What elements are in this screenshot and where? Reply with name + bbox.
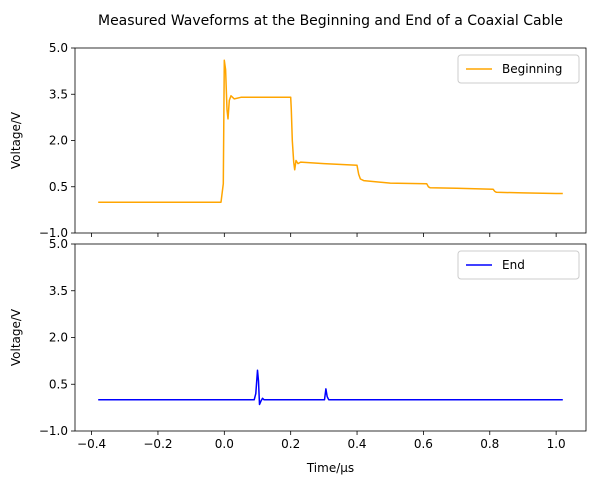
legend-box [457,250,580,280]
x-tick-label: −0.4 [77,437,106,451]
y-tick-label: 0.5 [49,180,68,194]
bottom-subplot: −0.4 −0.2 0.0 0.2 0.4 0.6 0.8 1.0 −1.0 0.5 2.0 3.5 5… [9,237,587,451]
y-tick-label: 2.0 [49,134,68,148]
x-tick-label: 0.0 [215,437,234,451]
y-axis-label: Voltage/V [9,308,23,366]
x-tick-label: 0.4 [347,437,366,451]
y-tick-label: 5.0 [49,41,68,55]
y-tick-label: 3.5 [49,284,68,298]
x-axis-label: Time/μs [306,461,354,475]
series-line-beginning [98,59,563,203]
y-tick-label: −1.0 [39,226,68,240]
x-tick-label: 0.8 [480,437,499,451]
y-tick-label: −1.0 [39,424,68,438]
legend-box [457,54,580,84]
chart-title: Measured Waveforms at the Beginning and … [98,13,563,29]
legend-label: End [502,258,525,272]
series-line-end [98,369,563,406]
x-tick-label: 0.2 [281,437,300,451]
plot-frame [74,243,587,432]
plot-frame [74,47,587,234]
x-tick-label: −0.2 [143,437,172,451]
y-tick-label: 3.5 [49,87,68,101]
y-axis-label: Voltage/V [9,111,23,169]
y-tick-label: 2.0 [49,331,68,345]
top-subplot: −1.0 0.5 2.0 3.5 5.0 Voltage/V Beginning [9,41,587,240]
x-tick-label: 1.0 [547,437,566,451]
x-tick-label: 0.6 [414,437,433,451]
y-tick-label: 5.0 [49,237,68,251]
legend-label: Beginning [502,62,562,76]
y-tick-label: 0.5 [49,377,68,391]
